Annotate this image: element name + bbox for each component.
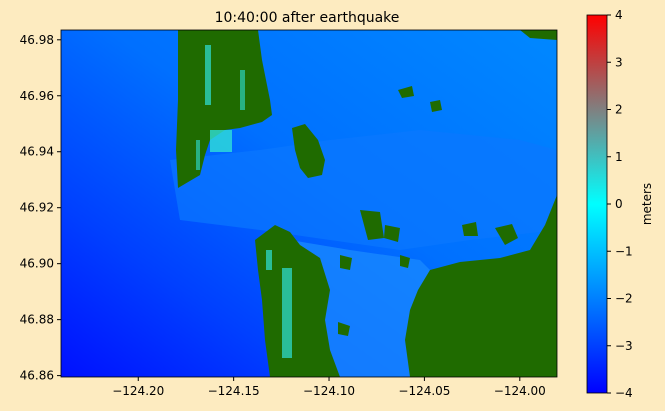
chart-title: 10:40:00 after earthquake: [215, 10, 400, 26]
y-tick-label: 46.98: [20, 33, 54, 47]
island-2: [398, 86, 414, 98]
x-tick-label: −124.15: [208, 384, 260, 398]
y-tick-label: 46.92: [20, 201, 54, 215]
colorbar-label: meters: [640, 183, 654, 225]
inundation-speckles: [196, 45, 292, 358]
island-1: [495, 224, 518, 245]
colorbar-tick-label: 4: [615, 8, 623, 22]
south-peninsula-land: [255, 225, 340, 377]
island-6: [340, 255, 352, 270]
island-3: [430, 100, 442, 112]
colorbar-tick-label: 3: [615, 55, 623, 69]
island-8: [400, 255, 410, 268]
north-point-land: [292, 124, 325, 178]
x-tick-label: −124.05: [398, 384, 450, 398]
island-9: [462, 222, 478, 236]
y-tick-label: 46.86: [20, 369, 54, 383]
colorbar-tick-label: −4: [615, 386, 633, 400]
y-tick-label: 46.88: [20, 313, 54, 327]
island-5: [384, 225, 400, 242]
x-tick-label: −124.10: [303, 384, 355, 398]
colorbar-tick-label: 0: [615, 197, 623, 211]
colorbar-axis: −4 −3 −2 −1 0 1 2 3 4: [607, 8, 633, 400]
colorbar-tick-label: 2: [615, 103, 623, 117]
plot-frame: [60, 29, 558, 378]
x-tick-label: −124.20: [112, 384, 164, 398]
colorbar-tick-label: 1: [615, 150, 623, 164]
colorbar-tick-label: −1: [615, 244, 633, 258]
y-tick-label: 46.96: [20, 89, 54, 103]
y-tick-label: 46.90: [20, 257, 54, 271]
colorbar: [586, 14, 608, 394]
y-tick-label: 46.94: [20, 145, 54, 159]
x-axis: −124.20 −124.15 −124.10 −124.05 −124.00: [112, 377, 546, 398]
y-axis: 46.86 46.88 46.90 46.92 46.94 46.96 46.98: [20, 33, 61, 383]
x-tick-label: −124.00: [494, 384, 546, 398]
heatmap-plot-area: [61, 30, 557, 377]
southeast-land: [405, 195, 557, 377]
colorbar-tick-label: −3: [615, 339, 633, 353]
bay-water: [170, 130, 557, 250]
island-7: [338, 322, 350, 336]
island-4: [360, 210, 384, 240]
northeast-land: [520, 30, 557, 40]
colorbar-tick-label: −2: [615, 292, 633, 306]
